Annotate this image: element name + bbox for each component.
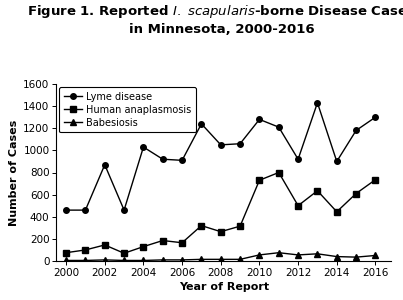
Babesiosis bbox=[238, 257, 243, 261]
Babesiosis bbox=[315, 252, 320, 256]
Lyme disease bbox=[315, 101, 320, 105]
Babesiosis bbox=[296, 253, 301, 257]
Lyme disease bbox=[141, 145, 146, 149]
Babesiosis bbox=[334, 255, 339, 258]
Babesiosis bbox=[257, 253, 262, 257]
Human anaplasmosis bbox=[141, 245, 146, 248]
Babesiosis bbox=[64, 259, 69, 262]
Y-axis label: Number of Cases: Number of Cases bbox=[9, 119, 19, 226]
Human anaplasmosis bbox=[238, 224, 243, 228]
Babesiosis bbox=[180, 258, 185, 262]
Human anaplasmosis bbox=[334, 210, 339, 214]
Lyme disease bbox=[276, 125, 281, 129]
Babesiosis bbox=[122, 259, 127, 262]
Lyme disease bbox=[199, 122, 204, 126]
Human anaplasmosis bbox=[257, 178, 262, 182]
Lyme disease bbox=[218, 143, 223, 147]
Lyme disease bbox=[257, 118, 262, 121]
Human anaplasmosis bbox=[160, 239, 165, 242]
Lyme disease bbox=[64, 208, 69, 212]
Lyme disease bbox=[102, 163, 107, 166]
Human anaplasmosis bbox=[102, 243, 107, 247]
Babesiosis bbox=[354, 255, 359, 259]
Line: Human anaplasmosis: Human anaplasmosis bbox=[63, 170, 378, 256]
Legend: Lyme disease, Human anaplasmosis, Babesiosis: Lyme disease, Human anaplasmosis, Babesi… bbox=[59, 87, 196, 133]
Babesiosis bbox=[276, 251, 281, 254]
Human anaplasmosis bbox=[199, 224, 204, 227]
Human anaplasmosis bbox=[122, 251, 127, 255]
Babesiosis bbox=[160, 258, 165, 262]
Human anaplasmosis bbox=[373, 178, 378, 181]
Lyme disease bbox=[296, 158, 301, 161]
Lyme disease bbox=[180, 158, 185, 162]
Human anaplasmosis bbox=[218, 230, 223, 233]
Human anaplasmosis bbox=[180, 241, 185, 244]
Babesiosis bbox=[102, 258, 107, 262]
Lyme disease bbox=[373, 116, 378, 119]
X-axis label: Year of Report: Year of Report bbox=[179, 282, 269, 292]
Lyme disease bbox=[238, 142, 243, 146]
Line: Babesiosis: Babesiosis bbox=[63, 250, 378, 263]
Line: Lyme disease: Lyme disease bbox=[63, 100, 378, 213]
Babesiosis bbox=[83, 259, 88, 262]
Human anaplasmosis bbox=[315, 189, 320, 193]
Babesiosis bbox=[199, 257, 204, 261]
Human anaplasmosis bbox=[354, 192, 359, 195]
Human anaplasmosis bbox=[296, 204, 301, 208]
Human anaplasmosis bbox=[276, 171, 281, 174]
Babesiosis bbox=[218, 257, 223, 261]
Babesiosis bbox=[141, 259, 146, 262]
Lyme disease bbox=[160, 158, 165, 161]
Human anaplasmosis bbox=[64, 251, 69, 254]
Lyme disease bbox=[83, 208, 88, 212]
Lyme disease bbox=[334, 160, 339, 163]
Lyme disease bbox=[354, 129, 359, 132]
Human anaplasmosis bbox=[83, 248, 88, 252]
Lyme disease bbox=[122, 208, 127, 212]
Babesiosis bbox=[373, 254, 378, 257]
Text: Figure 1. Reported $\it{I.\ scapularis}$-borne Disease Cases
in Minnesota, 2000-: Figure 1. Reported $\it{I.\ scapularis}$… bbox=[27, 3, 403, 36]
